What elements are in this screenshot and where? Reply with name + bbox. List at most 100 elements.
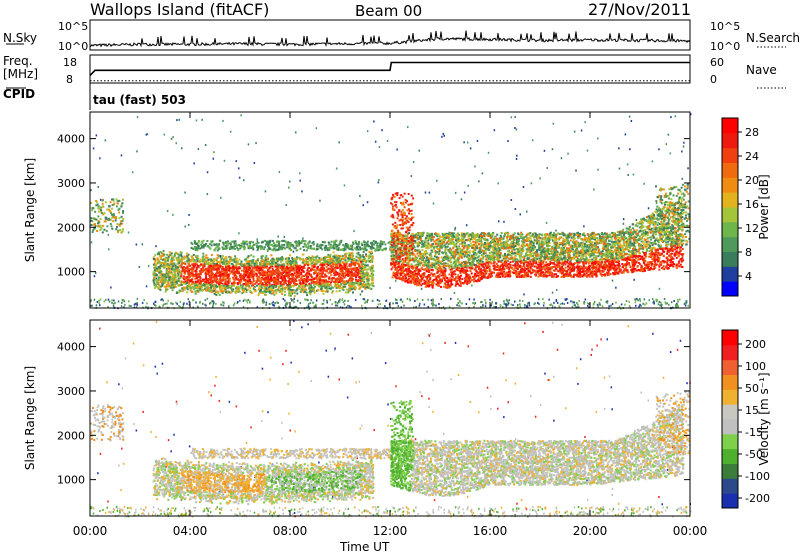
echo-cell [237,288,240,291]
echo-cell [280,261,282,264]
echo-cell [286,269,289,272]
echo-cell [344,255,347,258]
echo-cell [255,284,258,287]
echo-cell [338,141,340,144]
echo-cell [340,286,343,289]
echo-cell [214,266,217,269]
echo-cell [258,288,261,291]
echo-cell [418,149,420,152]
echo-cell [632,227,634,230]
echo-cell [219,276,222,279]
echo-cell [474,165,476,168]
echo-cell [265,262,268,265]
echo-cell [366,274,369,276]
echo-cell [205,283,207,286]
echo-cell [121,301,123,304]
echo-cell [176,275,179,278]
echo-cell [489,298,491,301]
echo-cell [163,266,165,269]
echo-cell [532,233,534,236]
echo-cell [194,287,197,290]
echo-cell [208,243,211,246]
echo-cell [94,272,97,275]
echo-cell [225,259,228,262]
echo-cell [181,261,184,264]
echo-cell [201,280,204,282]
echo-cell [277,263,280,266]
echo-cell [173,280,176,283]
echo-cell [293,263,296,266]
echo-cell [300,275,303,278]
echo-cell [370,251,373,253]
echo-cell [308,259,311,262]
echo-cell [265,260,268,263]
echo-cell [331,286,334,289]
echo-cell [222,241,225,244]
echo-cell [249,261,252,264]
echo-cell [258,261,261,264]
echo-cell [220,288,223,291]
echo-cell [676,303,679,306]
echo-cell [196,282,199,285]
echo-cell [177,271,180,274]
echo-cell [331,259,334,262]
echo-cell [223,159,226,162]
echo-cell [174,278,177,281]
echo-cell [359,248,362,251]
echo-cell [335,256,338,259]
echo-cell [343,268,346,270]
echo-cell [221,292,224,294]
freq-label-unit: [MHz] [3,67,38,81]
echo-cell [333,255,336,258]
echo-cell [362,285,365,288]
echo-cell [383,247,386,250]
echo-cell [187,277,190,280]
echo-cell [345,252,348,255]
echo-cell [252,248,255,251]
nsky-frame [89,19,691,51]
echo-cell [338,273,341,276]
echo-cell [276,265,279,268]
echo-cell [196,255,199,257]
date-title: 27/Nov/2011 [588,0,691,19]
echo-cell [155,274,158,277]
echo-cell [104,216,107,219]
echo-cell [300,273,303,275]
echo-cell [275,280,278,282]
echo-cell [228,305,230,308]
echo-cell [361,244,364,246]
echo-cell [159,279,162,282]
echo-cell [268,290,271,293]
echo-cell [196,260,199,263]
echo-cell [208,246,211,249]
echo-cell [331,303,333,306]
echo-cell [158,271,161,274]
echo-cell [353,269,356,272]
echo-cell [244,286,247,289]
echo-cell [560,157,563,160]
echo-cell [185,266,188,269]
echo-cell [326,282,329,285]
echo-cell [262,261,265,264]
echo-cell [265,286,268,289]
echo-cell [167,257,170,260]
echo-cell [364,257,367,260]
echo-cell [453,292,456,294]
echo-cell [109,218,112,221]
echo-cell [331,258,334,260]
echo-cell [675,303,677,306]
echo-cell [507,302,510,305]
echo-cell [293,297,295,300]
echo-cell [248,274,251,277]
echo-cell [164,302,166,305]
echo-cell [214,280,217,282]
echo-cell [270,275,273,278]
echo-cell [513,232,516,235]
echo-cell [238,167,240,170]
echo-cell [644,303,646,306]
echo-cell [241,276,244,279]
echo-cell [90,224,93,227]
echo-cell [327,264,330,267]
echo-cell [330,260,333,263]
echo-cell [264,281,267,284]
